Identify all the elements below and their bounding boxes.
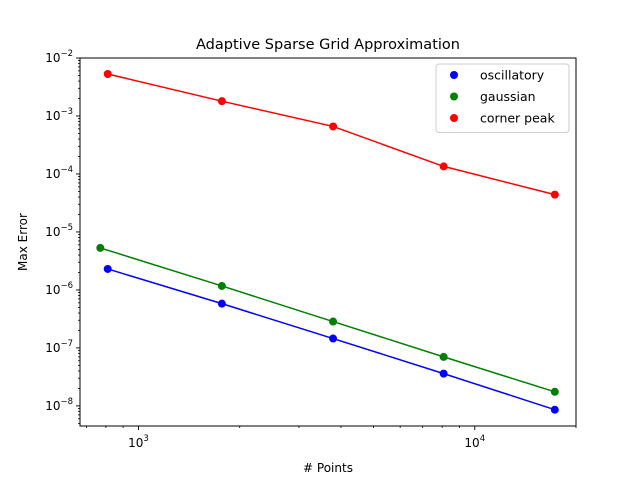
data-point-gaussian: [439, 352, 448, 361]
data-point-gaussian: [217, 281, 226, 290]
legend: oscillatory gaussian corner peak: [435, 63, 570, 133]
data-point-oscillatory: [329, 334, 338, 343]
legend-marker-oscillatory: [450, 71, 458, 79]
y-tick-label: 10−5: [45, 223, 73, 239]
data-point-oscillatory: [217, 299, 226, 308]
plot-area: 103 104 10−8 10−7 10−6 10−5 10−4 10−3 10−2: [45, 49, 577, 450]
y-tick-label: 10−7: [45, 339, 73, 355]
legend-label-gaussian: gaussian: [480, 89, 536, 104]
data-point-oscillatory: [103, 264, 112, 273]
x-axis-label: # Points: [303, 461, 353, 475]
legend-marker-gaussian: [450, 92, 458, 101]
legend-label-oscillatory: oscillatory: [480, 68, 545, 83]
chart-title: Adaptive Sparse Grid Approximation: [196, 37, 460, 53]
y-tick-label: 10−2: [45, 49, 73, 65]
data-point-oscillatory: [550, 405, 559, 414]
data-point-gaussian: [550, 387, 559, 396]
legend-box: [435, 63, 570, 133]
y-axis-label: Max Error: [16, 213, 30, 271]
legend-label-corner-peak: corner peak: [480, 111, 555, 126]
y-tick-label: 10−8: [45, 397, 73, 413]
data-point-gaussian: [96, 243, 105, 252]
x-tick-label: 103: [128, 434, 149, 450]
data-point-corner-peak: [103, 69, 112, 78]
y-tick-label: 10−6: [45, 281, 73, 297]
data-point-corner-peak: [439, 162, 448, 171]
y-tick-label: 10−4: [45, 165, 73, 181]
data-point-corner-peak: [550, 190, 559, 199]
data-point-gaussian: [329, 317, 338, 326]
axes-frame: [79, 57, 577, 427]
y-tick-label: 10−3: [45, 107, 73, 123]
legend-marker-corner-peak: [450, 114, 458, 122]
data-point-corner-peak: [217, 97, 226, 106]
data-point-corner-peak: [329, 122, 338, 131]
data-point-oscillatory: [439, 369, 448, 378]
x-tick-label: 104: [464, 434, 485, 450]
